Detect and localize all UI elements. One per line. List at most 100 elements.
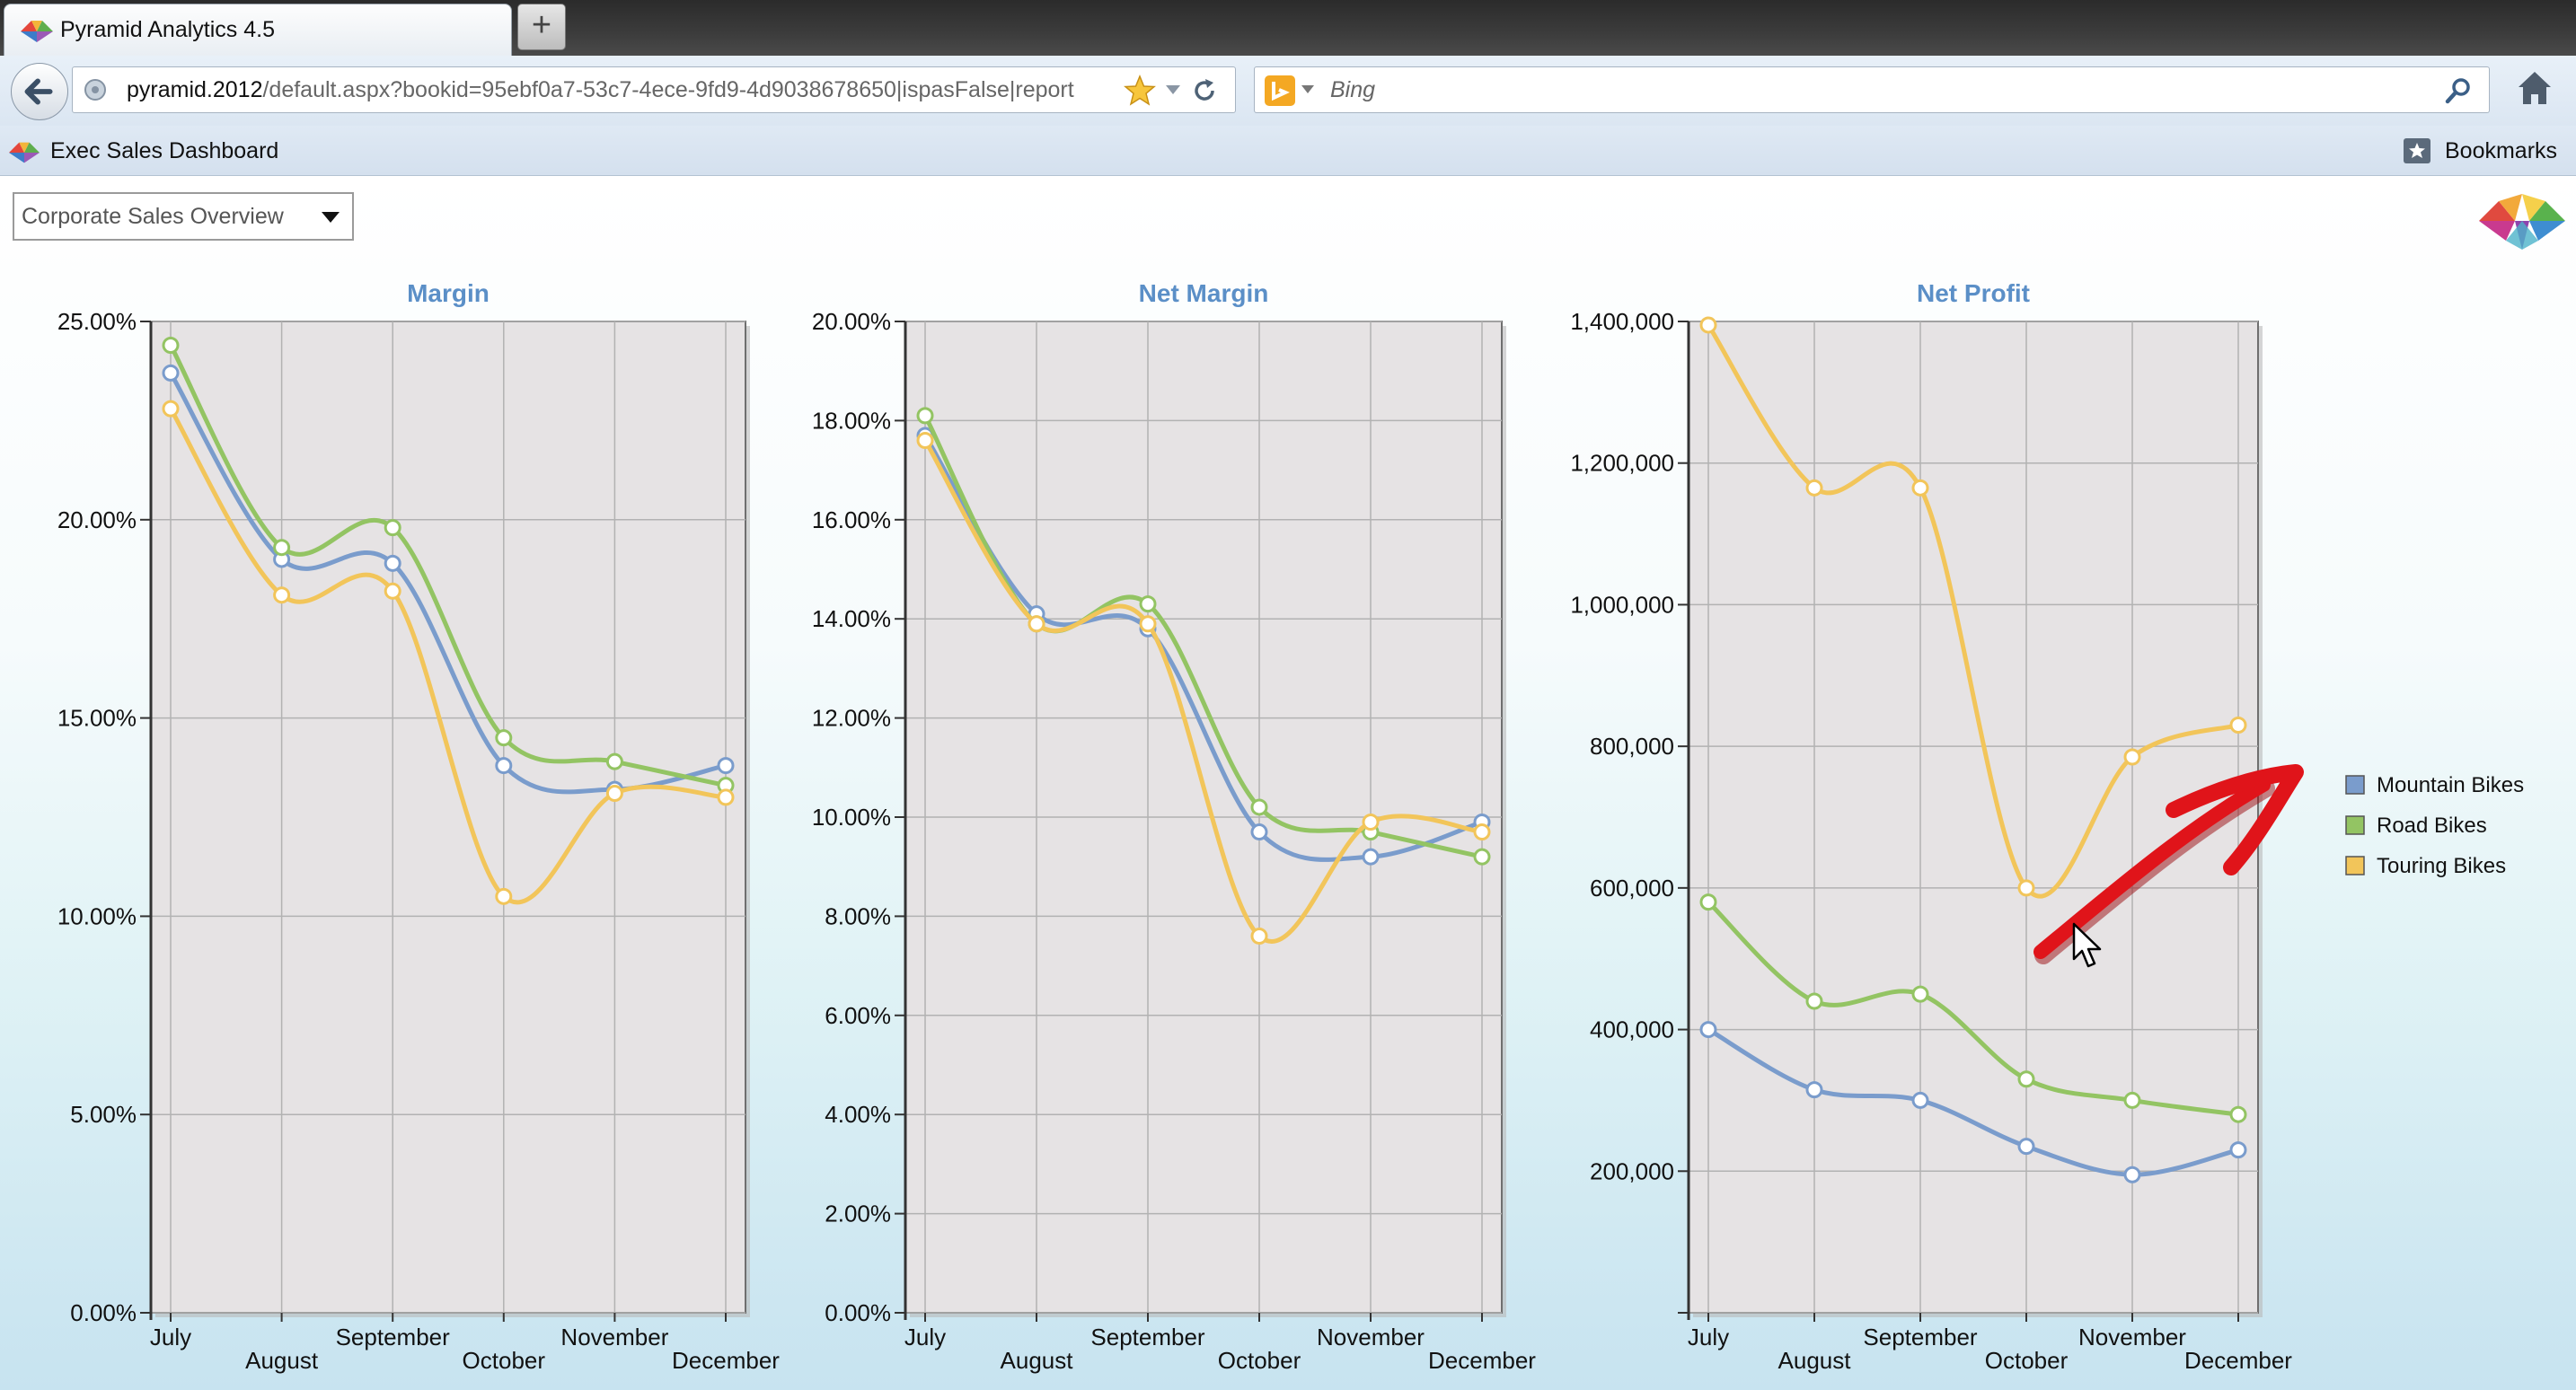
data-point[interactable] [1805, 1081, 1823, 1099]
data-point[interactable] [2229, 1105, 2247, 1123]
data-point[interactable] [1139, 615, 1157, 633]
x-tick-label: September [336, 1324, 451, 1350]
bookmark-star-icon[interactable] [1124, 75, 1156, 107]
x-tick-label: July [904, 1324, 946, 1350]
y-tick-label: 800,000 [1590, 733, 1674, 760]
search-bar[interactable]: Bing [1254, 66, 2490, 113]
bookmarks-menu-label[interactable]: Bookmarks [2445, 138, 2558, 163]
data-point[interactable] [2017, 1070, 2035, 1088]
legend-label[interactable]: Touring Bikes [2377, 854, 2506, 878]
data-point[interactable] [1250, 927, 1268, 945]
legend-label[interactable]: Road Bikes [2377, 814, 2487, 838]
data-point[interactable] [1473, 848, 1491, 866]
legend-swatch [2345, 856, 2365, 875]
pyramid-logo-icon [2479, 194, 2565, 250]
data-point[interactable] [717, 788, 735, 806]
browser-tab-bar: Pyramid Analytics 4.5 + [0, 0, 2576, 56]
y-tick-label: 10.00% [57, 902, 137, 929]
url-dropdown-icon[interactable] [1163, 80, 1183, 100]
home-icon[interactable] [2515, 68, 2554, 108]
data-point[interactable] [162, 400, 180, 418]
data-point[interactable] [1911, 479, 1929, 497]
x-tick-label: October [1218, 1347, 1301, 1374]
pyramid-favicon-icon [21, 21, 53, 42]
chart-margin: 0.00% 5.00% 10.00% 15.00% 20.00% 25.00% July Au… [57, 279, 780, 1374]
bookmarks-icon[interactable] [2402, 136, 2432, 165]
data-point[interactable] [2123, 1166, 2141, 1183]
x-tick-label: October [463, 1347, 546, 1374]
data-point[interactable] [273, 586, 291, 604]
data-point[interactable] [1911, 1091, 1929, 1109]
data-point[interactable] [2123, 1091, 2141, 1109]
data-point[interactable] [1699, 893, 1717, 911]
address-bar[interactable]: pyramid.2012/default.aspx?bookid=95ebf0a… [72, 66, 1236, 113]
y-tick-label: 4.00% [825, 1101, 891, 1128]
x-tick-label: November [1317, 1324, 1425, 1350]
bing-engine-icon[interactable] [1264, 75, 1296, 107]
data-point[interactable] [273, 539, 291, 557]
y-tick-label: 200,000 [1590, 1157, 1674, 1184]
legend: Mountain Bikes Road Bikes Touring Bikes [2345, 773, 2524, 878]
data-point[interactable] [384, 554, 401, 572]
data-point[interactable] [162, 364, 180, 382]
data-point[interactable] [1699, 1021, 1717, 1039]
data-point[interactable] [1250, 823, 1268, 841]
y-tick-label: 0.00% [70, 1299, 137, 1326]
new-tab-button[interactable]: + [517, 4, 566, 50]
browser-tab[interactable]: Pyramid Analytics 4.5 [4, 4, 512, 56]
y-tick-label: 1,000,000 [1570, 591, 1674, 618]
data-point[interactable] [495, 729, 513, 747]
data-point[interactable] [2229, 1141, 2247, 1159]
data-point[interactable] [1028, 615, 1045, 633]
bookmark-exec-sales-dashboard[interactable]: Exec Sales Dashboard [50, 138, 279, 163]
engine-dropdown-icon[interactable] [1301, 85, 1314, 94]
data-point[interactable] [1911, 985, 1929, 1003]
y-tick-label: 18.00% [812, 407, 891, 434]
data-point[interactable] [495, 887, 513, 905]
data-point[interactable] [1699, 316, 1717, 334]
series-touring-bikes [916, 431, 1491, 945]
data-point[interactable] [605, 785, 623, 803]
data-point[interactable] [2123, 748, 2141, 766]
search-icon[interactable] [2444, 76, 2473, 105]
data-point[interactable] [2229, 716, 2247, 734]
data-point[interactable] [384, 582, 401, 600]
y-tick-label: 400,000 [1590, 1016, 1674, 1043]
data-point[interactable] [1473, 823, 1491, 841]
data-point[interactable] [1805, 992, 1823, 1010]
data-point[interactable] [1362, 814, 1380, 831]
red-annotation-arrow [2033, 764, 2304, 964]
y-tick-label: 1,200,000 [1570, 450, 1674, 477]
data-point[interactable] [1250, 798, 1268, 816]
charts-area: 0.00% 5.00% 10.00% 15.00% 20.00% 25.00% July Au… [57, 279, 2524, 1374]
data-point[interactable] [717, 757, 735, 775]
data-point[interactable] [2017, 1138, 2035, 1156]
data-point[interactable] [1362, 848, 1380, 866]
back-button[interactable] [11, 63, 68, 120]
data-point[interactable] [2017, 879, 2035, 897]
x-tick-label: December [2184, 1347, 2292, 1374]
x-tick-label: December [1428, 1347, 1536, 1374]
y-tick-label: 5.00% [70, 1101, 137, 1128]
chart-title: Margin [407, 279, 490, 307]
pyramid-favicon-icon [9, 142, 40, 163]
chart-title: Net Margin [1139, 279, 1269, 307]
series-touring-bikes [1699, 316, 2247, 899]
report-selector-dropdown[interactable]: Corporate Sales Overview [13, 192, 354, 241]
url-text: pyramid.2012/default.aspx?bookid=95ebf0a… [127, 77, 1074, 103]
data-point[interactable] [1139, 595, 1157, 613]
legend-label[interactable]: Mountain Bikes [2377, 773, 2524, 797]
data-point[interactable] [605, 752, 623, 770]
x-tick-label: November [560, 1324, 668, 1350]
globe-icon [84, 79, 106, 101]
data-point[interactable] [384, 519, 401, 537]
url-domain: pyramid.2012 [127, 77, 263, 102]
data-point[interactable] [162, 336, 180, 354]
data-point[interactable] [1805, 479, 1823, 497]
data-point[interactable] [916, 431, 934, 449]
reload-icon[interactable] [1190, 76, 1219, 105]
data-point[interactable] [916, 407, 934, 425]
series-line [1707, 1027, 2239, 1177]
x-tick-label: November [2078, 1324, 2186, 1350]
data-point[interactable] [495, 757, 513, 775]
